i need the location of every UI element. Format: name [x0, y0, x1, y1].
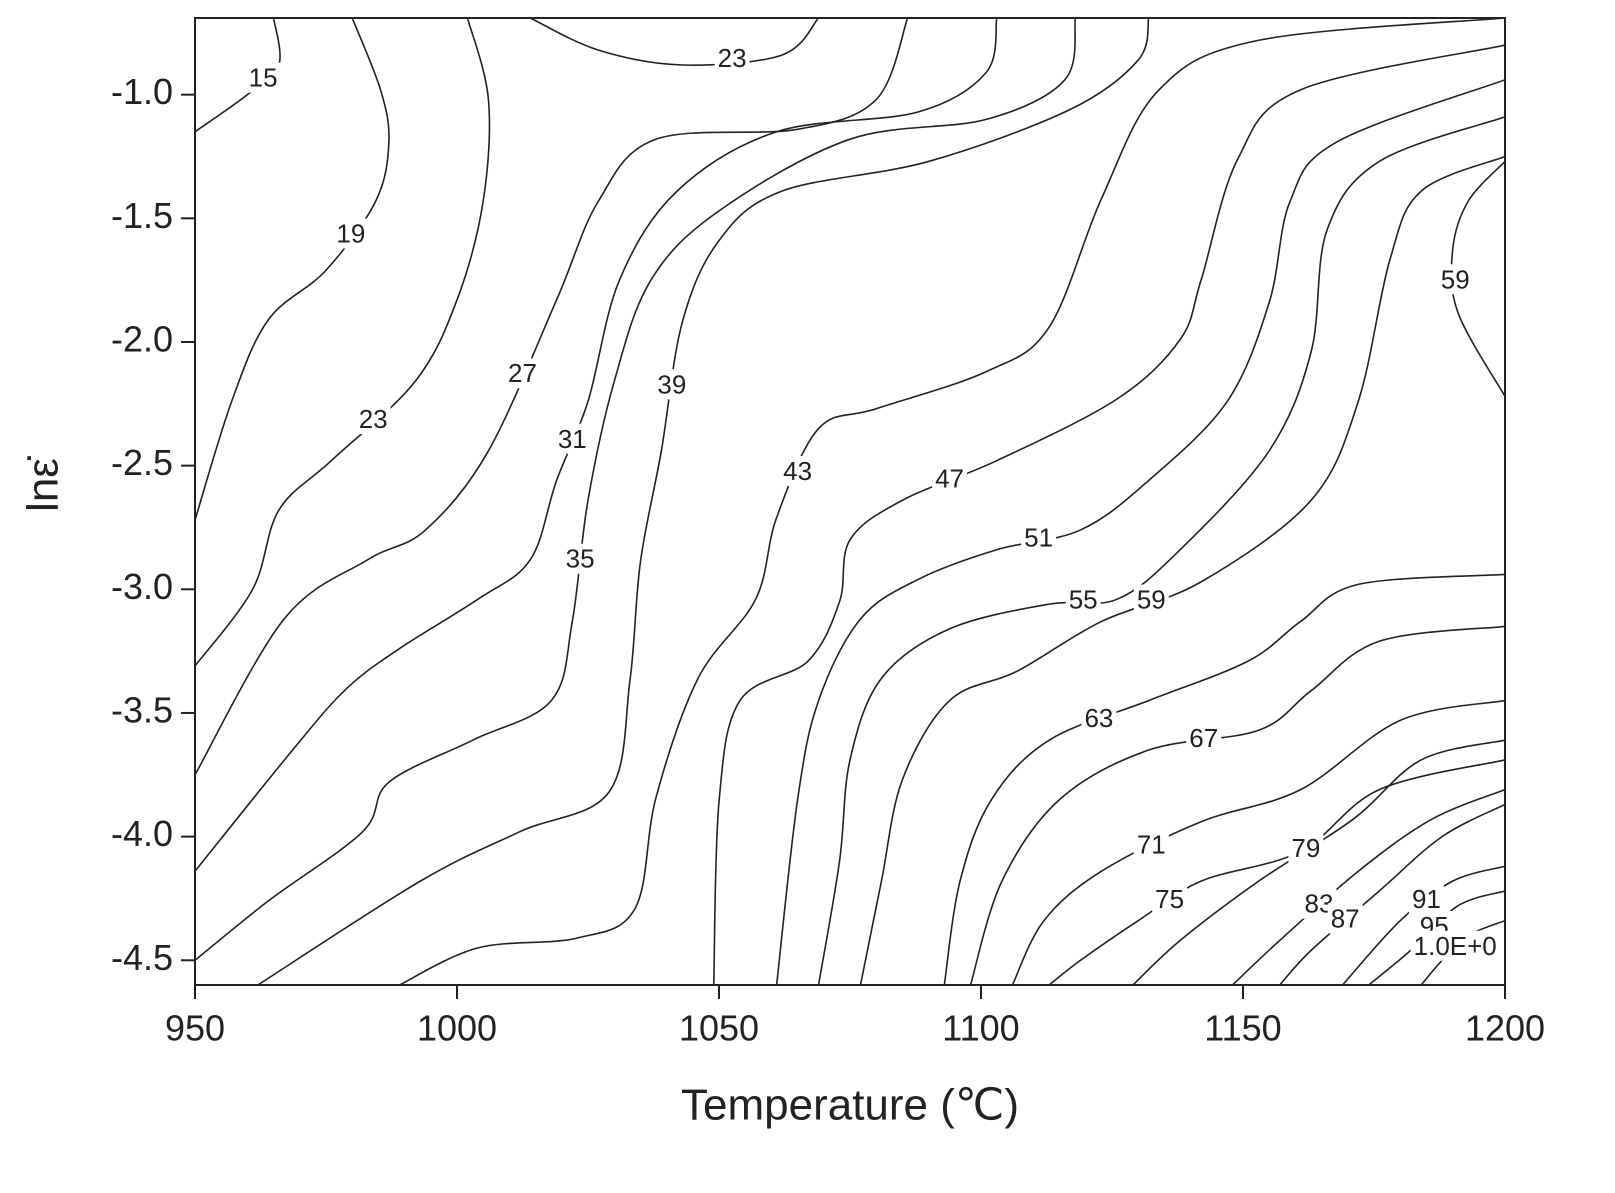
y-tick-label: -1.0 [111, 71, 173, 112]
contour-label-bg [333, 218, 369, 249]
y-tick-label: -4.5 [111, 937, 173, 978]
y-tick-label: -4.0 [111, 813, 173, 854]
contour-label: 55 [1069, 585, 1098, 615]
x-tick-label: 950 [165, 1008, 225, 1049]
contour-label: 79 [1291, 833, 1320, 863]
contour-label-bg [1152, 883, 1188, 914]
contour-line [1450, 160, 1505, 397]
contour-label: 15 [249, 63, 278, 93]
contour-label: 59 [1137, 585, 1166, 615]
x-tick-label: 1000 [417, 1008, 497, 1049]
contour-label: 91 [1412, 884, 1441, 914]
contour-label-bg [1133, 584, 1169, 615]
contour-label: 59 [1441, 264, 1470, 294]
contour-line [817, 116, 1505, 985]
contour-line [195, 18, 998, 872]
contour-label: 63 [1084, 703, 1113, 733]
contour-label: 43 [783, 456, 812, 486]
contour-label: 1.0E+0 [1414, 931, 1497, 961]
contour-label: 27 [508, 358, 537, 388]
y-tick-label: -3.0 [111, 566, 173, 607]
y-tick-label: -1.5 [111, 195, 173, 236]
contour-label-bg [1410, 930, 1500, 961]
contour-line [257, 18, 1150, 985]
contour-line [859, 155, 1505, 985]
contour-label: 71 [1137, 829, 1166, 859]
contour-line [1231, 788, 1505, 985]
contour-label: 51 [1024, 523, 1053, 553]
contour-label-bg [1437, 264, 1473, 295]
x-tick-label: 1200 [1465, 1008, 1545, 1049]
contour-label-bg [714, 42, 750, 73]
contour-label-bg [1327, 903, 1363, 934]
contour-label-bg [1081, 703, 1117, 734]
contour-line [712, 44, 1505, 985]
y-tick-label: -3.5 [111, 689, 173, 730]
contour-label-bg [1133, 829, 1169, 860]
contour-label-bg [654, 369, 690, 400]
contour-line [195, 18, 491, 667]
contour-label: 67 [1189, 723, 1218, 753]
contour-label-bg [562, 543, 598, 574]
contour-label-bg [1408, 883, 1444, 914]
contour-label: 19 [336, 219, 365, 249]
contour-line [195, 18, 390, 521]
contour-label: 23 [718, 43, 747, 73]
contour-label-bg [932, 463, 968, 494]
contour-label: 31 [558, 424, 587, 454]
contour-label: 35 [566, 544, 595, 574]
contour-label-bg [1186, 723, 1222, 754]
contour-label-bg [780, 455, 816, 486]
contour-label-bg [554, 423, 590, 454]
contour-line [1011, 699, 1505, 985]
y-axis-label: lnε̇ [19, 456, 68, 512]
contour-line [1279, 803, 1505, 985]
x-tick-label: 1100 [942, 1008, 1019, 1049]
contour-label: 87 [1331, 904, 1360, 934]
x-tick-label: 1150 [1204, 1008, 1281, 1049]
contour-line [943, 573, 1505, 985]
contour-label-bg [355, 403, 391, 434]
x-tick-label: 1050 [679, 1008, 759, 1049]
contour-line [530, 18, 820, 66]
contour-line [195, 18, 1077, 961]
contour-label-bg [1288, 833, 1324, 864]
contour-label-bg [245, 62, 281, 93]
x-axis-label: Temperature (℃) [681, 1081, 1019, 1130]
contour-label-bg [1021, 522, 1057, 553]
contour-label: 47 [935, 463, 964, 493]
plot-frame [194, 17, 1506, 986]
contour-label-bg [1065, 584, 1101, 615]
contour-label: 75 [1155, 884, 1184, 914]
contour-line [195, 18, 909, 776]
contour-label: 39 [657, 369, 686, 399]
contour-line [399, 18, 1505, 985]
contour-line [775, 79, 1505, 985]
y-tick-label: -2.5 [111, 442, 173, 483]
contour-label: 23 [359, 404, 388, 434]
y-tick-label: -2.0 [111, 318, 173, 359]
contour-label-bg [505, 358, 540, 389]
